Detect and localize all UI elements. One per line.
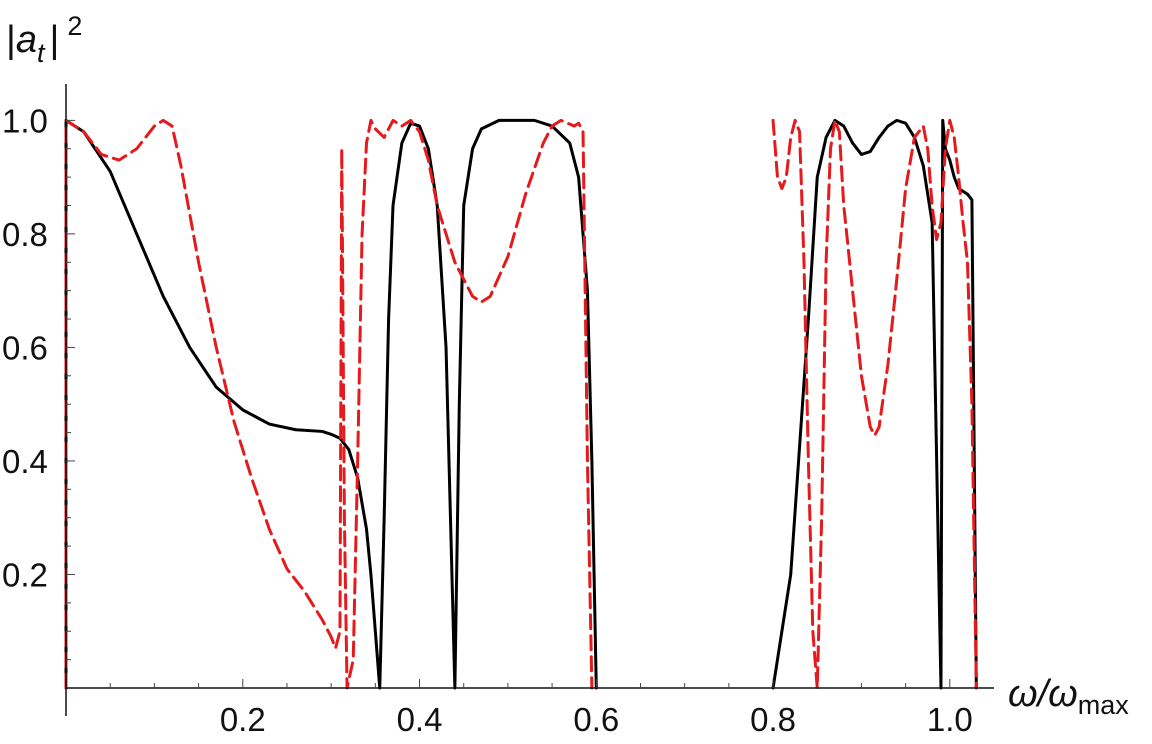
ticks-layer xyxy=(66,119,951,688)
tick-labels: 0.2 0.4 0.6 0.8 1.0 0.2 0.4 0.6 0.8 1.0 xyxy=(2,102,973,738)
x-tick-label: 0.8 xyxy=(750,701,796,738)
y-title-left: | xyxy=(6,19,16,61)
x-tick-label: 1.0 xyxy=(927,701,973,738)
axes-layer xyxy=(65,84,994,716)
x-tick-label: 0.4 xyxy=(397,701,443,738)
solid-black-series-segment-1 xyxy=(64,118,598,690)
y-tick-label: 0.6 xyxy=(2,329,48,366)
x-title-main: ω/ω xyxy=(1008,673,1078,715)
x-title-sub: max xyxy=(1078,690,1130,720)
x-axis-title: ω/ωmax xyxy=(1008,673,1129,720)
y-tick-label: 0.4 xyxy=(2,443,48,480)
y-axis-title: |at | 2 xyxy=(6,11,82,68)
y-title-sup: 2 xyxy=(67,11,82,41)
solid-black-series-segment-2 xyxy=(771,118,978,690)
y-tick-label: 0.2 xyxy=(2,556,48,593)
series-layer xyxy=(64,118,978,690)
x-tick-label: 0.2 xyxy=(220,701,266,738)
y-title-sub: t xyxy=(37,38,46,68)
dashed-red-series-segment-1 xyxy=(64,118,594,690)
y-tick-label: 0.8 xyxy=(2,216,48,253)
y-tick-label: 1.0 xyxy=(2,102,48,139)
dashed-red-series-segment-2 xyxy=(771,118,978,690)
y-title-var: a xyxy=(16,19,37,61)
y-title-right: | xyxy=(50,19,60,61)
x-tick-label: 0.6 xyxy=(573,701,619,738)
